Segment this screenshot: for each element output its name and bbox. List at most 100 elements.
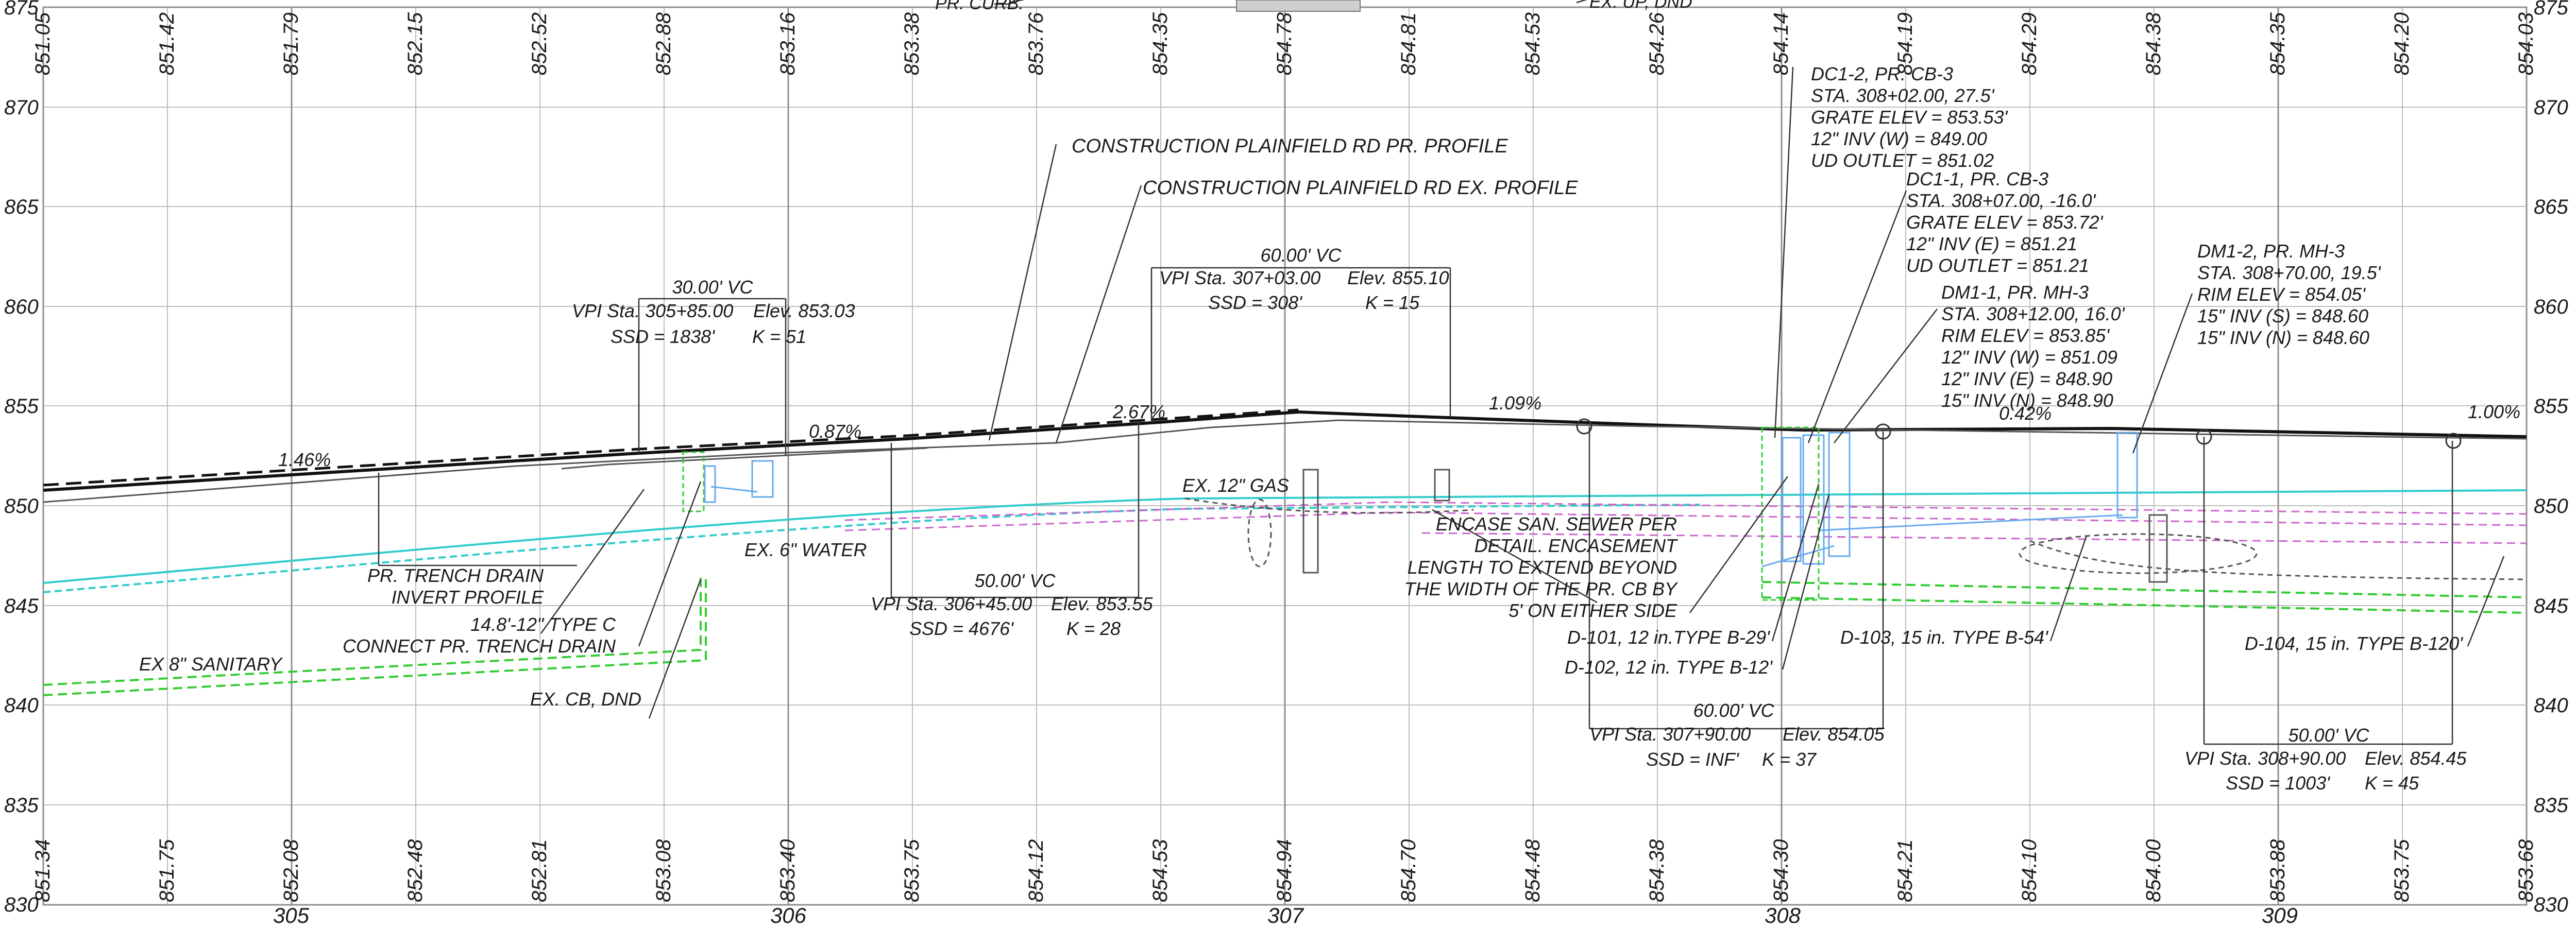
station-308: 308: [1765, 903, 1801, 925]
trench-drain-label-1: PR. TRENCH DRAIN: [367, 565, 544, 586]
dm11-line-2: STA. 308+12.00, 16.0': [1941, 303, 2125, 324]
top-elevation: 853.16: [776, 12, 799, 75]
top-elevation: 852.15: [404, 12, 427, 75]
top-elevation: 851.42: [156, 12, 178, 75]
vc-2-elev: Elev. 855.10: [1347, 267, 1449, 288]
vc-2-vpi: VPI Sta. 307+03.00: [1159, 267, 1320, 288]
ex-sanitary-line-2: [43, 579, 707, 696]
vc-5: 50.00' VC VPI Sta. 308+90.00 Elev. 854.4…: [2184, 725, 2467, 794]
ex-gas-label: EX. 12" GAS: [1182, 475, 1289, 496]
bottom-elevation: 851.34: [31, 839, 54, 902]
trench-drain-label-2: INVERT PROFILE: [392, 587, 544, 608]
top-elevation: 853.76: [1025, 12, 1047, 75]
right-elev-835: 835: [2534, 794, 2568, 817]
vertical-curve-labels: 30.00' VC VPI Sta. 305+85.00 Elev. 853.0…: [572, 245, 2467, 794]
vc-1: 30.00' VC VPI Sta. 305+85.00 Elev. 853.0…: [572, 277, 855, 347]
dm11-line-1: DM1-1, PR. MH-3: [1941, 282, 2089, 303]
top-elevation: 854.26: [1646, 12, 1668, 75]
bottom-elevation: 853.75: [2391, 839, 2413, 902]
right-elev-865: 865: [2534, 196, 2568, 218]
right-elev-830: 830: [2534, 893, 2568, 916]
structure-callouts: DC1-2, PR. CB-3 STA. 308+02.00, 27.5' GR…: [1811, 63, 2381, 411]
vc-2-k: K = 15: [1365, 292, 1420, 313]
bottom-elevation: 852.08: [280, 839, 302, 902]
ex-gas-line-2: [844, 511, 2527, 531]
grade-1: 1.46%: [278, 449, 331, 470]
grade-5: 0.42%: [1999, 403, 2052, 424]
d101-pipe: [1761, 545, 1835, 568]
vc-marker-4: [2445, 433, 2462, 449]
top-elevation: 854.20: [2391, 12, 2413, 75]
right-elev-845: 845: [2534, 595, 2568, 617]
grade-6: 1.00%: [2468, 401, 2520, 422]
road-profiles: [43, 408, 2527, 566]
vc-1-ssd: SSD = 1838': [611, 326, 715, 347]
vc-5-elev: Elev. 854.45: [2365, 748, 2467, 769]
vc-marker-1: [1576, 418, 1592, 435]
left-elev-855: 855: [4, 395, 39, 418]
type-c-pipe: [710, 486, 758, 493]
vc-3: 50.00' VC VPI Sta. 306+45.00 Elev. 853.5…: [871, 570, 1153, 639]
top-elevation: 854.38: [2142, 12, 2165, 75]
ex-gas-casing: [1247, 499, 1272, 568]
dc12-callout: DC1-2, PR. CB-3 STA. 308+02.00, 27.5' GR…: [1811, 63, 2008, 171]
left-elev-830: 830: [4, 893, 39, 916]
ex-water-line-2: [43, 504, 1701, 593]
bottom-elevation: 853.40: [776, 839, 799, 902]
vc-3-length: 50.00' VC: [975, 570, 1056, 591]
vc-5-k: K = 45: [2365, 772, 2419, 794]
pr-curb-label: PR. CURB.: [935, 0, 1024, 13]
grade-4: 1.09%: [1489, 392, 1541, 414]
dc12-line-3: GRATE ELEV = 853.53': [1811, 107, 2008, 128]
leader-lines: [540, 0, 2505, 745]
pr-profile-label: CONSTRUCTION PLAINFIELD RD PR. PROFILE: [1072, 135, 1508, 157]
ex-sanitary-label: EX 8" SANITARY: [139, 654, 283, 675]
left-elev-875: 875: [4, 0, 39, 19]
bottom-elevation: 853.88: [2266, 839, 2289, 902]
gas-valve-structure: [1302, 469, 1319, 574]
right-elev-840: 840: [2534, 694, 2568, 717]
dc12-line-5: UD OUTLET = 851.02: [1811, 150, 1994, 171]
ex-sanitary-line-3: [1761, 581, 2527, 598]
right-elevation-axis: 875 870 865 860 855 850 845 840 835 830: [2534, 0, 2568, 916]
encase-line-1: ENCASE SAN. SEWER PER: [1436, 513, 1677, 535]
dm11-line-4: 12" INV (W) = 851.09: [1941, 347, 2117, 368]
vc-1-elev: Elev. 853.03: [753, 300, 855, 321]
vc-3-ssd: SSD = 4676': [909, 618, 1014, 639]
top-elevation: 854.53: [1521, 12, 1544, 75]
profile-grid: [42, 6, 2528, 906]
type-c-structure: [704, 465, 716, 503]
left-elevation-axis: 875 870 865 860 855 850 845 840 835 830: [4, 0, 39, 916]
ex-cb-label: EX. CB, DND: [530, 689, 641, 710]
left-elev-835: 835: [4, 794, 39, 817]
top-elevation: 854.35: [2266, 12, 2289, 75]
vc-4: 60.00' VC VPI Sta. 307+90.00 Elev. 854.0…: [1589, 700, 1885, 770]
bottom-elevation: 854.48: [1521, 839, 1544, 902]
ex-water-line-1: [43, 489, 2527, 584]
bottom-elevation: 854.30: [1770, 839, 1792, 902]
vc-3-elev: Elev. 853.55: [1051, 593, 1153, 614]
dm12-callout: DM1-2, PR. MH-3 STA. 308+70.00, 19.5' RI…: [2197, 240, 2381, 348]
bottom-elevation: 851.75: [156, 839, 178, 902]
ex-gas-line-1: [844, 501, 2527, 521]
top-elevation: 851.79: [280, 12, 302, 75]
vc-2-ssd: SSD = 308': [1208, 292, 1302, 313]
bottom-elevation: 852.48: [404, 839, 427, 902]
dm11-line-6: 15" INV (N) = 848.90: [1941, 390, 2113, 411]
top-elevation: 854.19: [1894, 12, 1917, 75]
vc-2: 60.00' VC VPI Sta. 307+03.00 Elev. 855.1…: [1159, 245, 1449, 313]
right-elev-850: 850: [2534, 495, 2568, 518]
bottom-elevation-row: 851.34 851.75 852.08 852.48 852.81 853.08 853.…: [31, 839, 2537, 902]
dm12-line-4: 15" INV (S) = 848.60: [2197, 305, 2368, 326]
grade-2: 0.87%: [809, 421, 861, 442]
left-elev-870: 870: [4, 96, 39, 119]
vc-4-k: K = 37: [1762, 749, 1817, 770]
vc-4-elev: Elev. 854.05: [1783, 724, 1885, 745]
station-axis: 305 306 307 308 309: [273, 903, 2298, 927]
dc12-line-2: STA. 308+02.00, 27.5': [1811, 85, 1995, 106]
pipe-labels: D-101, 12 in.TYPE B-29' D-102, 12 in. TY…: [1565, 627, 2463, 678]
dm11-line-5: 12" INV (E) = 848.90: [1941, 368, 2112, 389]
station-gridlines: [167, 7, 2403, 905]
trench-drain-structure: [751, 460, 774, 498]
